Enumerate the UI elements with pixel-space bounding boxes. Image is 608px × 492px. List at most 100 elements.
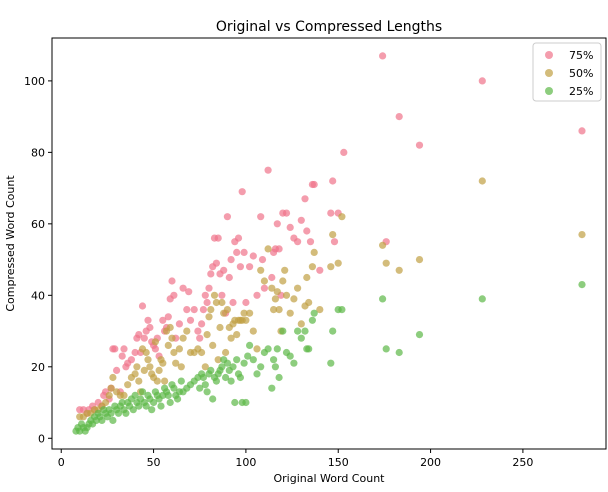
data-point	[194, 327, 202, 335]
data-point	[203, 388, 211, 396]
data-point	[164, 313, 172, 321]
data-point	[316, 306, 324, 314]
data-point	[111, 345, 119, 353]
data-point	[153, 377, 161, 385]
data-point	[148, 406, 156, 414]
data-point	[138, 302, 147, 310]
data-point	[172, 359, 180, 367]
y-tick-label: 100	[24, 75, 45, 88]
data-point	[275, 373, 283, 382]
data-point	[127, 356, 135, 364]
data-point	[223, 359, 231, 367]
data-point	[168, 334, 176, 342]
data-point	[260, 284, 268, 292]
x-tick-label: 0	[58, 456, 65, 469]
data-point	[290, 295, 298, 303]
data-point	[297, 320, 305, 328]
data-point	[120, 391, 128, 399]
data-point	[329, 327, 337, 335]
data-point	[329, 177, 337, 185]
data-point	[131, 391, 139, 399]
data-point	[273, 220, 281, 228]
data-point	[225, 273, 233, 282]
chart-title: Original vs Compressed Lengths	[216, 19, 442, 35]
data-point	[257, 363, 265, 371]
data-point	[273, 345, 281, 353]
data-point	[238, 188, 246, 196]
data-point	[240, 248, 248, 256]
data-point	[120, 345, 128, 353]
data-point	[199, 373, 207, 382]
data-point	[382, 345, 390, 353]
data-point	[196, 384, 204, 392]
data-point	[308, 316, 316, 324]
data-point	[196, 334, 204, 342]
series-3	[72, 281, 586, 435]
data-point	[146, 323, 154, 332]
data-point	[140, 366, 148, 374]
points-layer	[72, 52, 586, 435]
data-point	[395, 113, 403, 121]
data-point	[478, 295, 486, 303]
data-point	[222, 373, 230, 382]
data-point	[279, 327, 287, 335]
data-point	[151, 345, 159, 353]
data-point	[379, 241, 387, 249]
data-point	[242, 298, 250, 307]
data-point	[177, 377, 185, 385]
data-point	[306, 238, 315, 246]
data-point	[144, 356, 152, 364]
data-point	[275, 306, 283, 314]
x-tick-label: 150	[328, 456, 349, 469]
data-point	[294, 284, 302, 292]
x-tick-label: 100	[235, 456, 256, 469]
data-point	[271, 295, 279, 303]
data-point	[327, 209, 335, 217]
data-point	[122, 409, 130, 417]
data-point	[316, 266, 324, 274]
data-point	[379, 295, 387, 303]
data-point	[242, 398, 250, 407]
data-point	[223, 306, 231, 314]
x-axis: 0 50 100 150 200 250	[58, 449, 533, 469]
data-point	[190, 306, 198, 314]
y-tick-label: 0	[38, 432, 45, 445]
data-point	[327, 359, 335, 367]
data-point	[212, 259, 220, 267]
data-point	[186, 316, 195, 324]
data-point	[223, 213, 231, 221]
data-point	[264, 166, 272, 174]
data-point	[236, 263, 244, 271]
data-point	[279, 277, 287, 285]
data-point	[118, 352, 126, 360]
data-point	[268, 384, 276, 392]
data-point	[210, 291, 219, 299]
data-point	[159, 359, 167, 367]
data-point	[205, 284, 213, 292]
data-point	[303, 227, 311, 235]
data-point	[179, 284, 187, 292]
data-point	[415, 256, 424, 264]
data-point	[270, 356, 278, 364]
data-point	[242, 316, 250, 324]
data-point	[161, 377, 169, 385]
x-tick-label: 200	[420, 456, 441, 469]
data-point	[183, 306, 191, 314]
data-point	[114, 409, 123, 417]
data-point	[282, 291, 291, 299]
data-point	[301, 327, 309, 335]
data-point	[240, 359, 248, 367]
data-point	[201, 381, 209, 389]
data-point	[209, 395, 217, 403]
data-point	[282, 209, 291, 217]
data-point	[151, 338, 159, 346]
data-point	[578, 281, 586, 289]
series-2	[76, 177, 586, 421]
data-point	[395, 348, 403, 357]
data-point	[253, 345, 261, 353]
data-point	[164, 391, 172, 399]
y-axis: 0 20 40 60 80 100	[24, 75, 52, 445]
data-point	[109, 373, 117, 382]
